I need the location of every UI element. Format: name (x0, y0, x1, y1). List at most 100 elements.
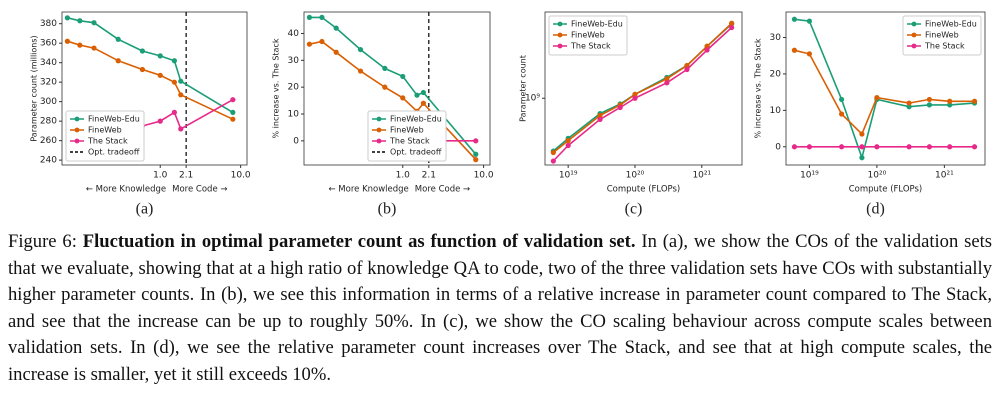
data-point (729, 24, 735, 31)
data-point (859, 155, 865, 161)
chart: 240 260 280 300 320 340 360 380 1.0 2.1 10.0 Parame… (30, 11, 251, 218)
data-point (906, 144, 912, 150)
legend-marker (376, 116, 382, 122)
legend: FineWeb-Edu FineWeb The Stack Opt. tradeoff (65, 110, 145, 162)
x-axis-label-right: More Code → (415, 185, 470, 195)
y-tick-label: 30 (288, 56, 300, 66)
series-line (794, 49, 975, 136)
data-point (77, 42, 83, 48)
data-point (400, 73, 406, 80)
y-tick-label: 380 (40, 19, 57, 29)
data-point (91, 45, 97, 51)
data-point (791, 144, 798, 150)
data-point (171, 79, 177, 85)
y-axis-label: % increase vs. The Stack (754, 38, 763, 138)
y-tick-label: 280 (40, 117, 57, 127)
legend: FineWeb-Edu FineWeb The Stack (548, 15, 628, 56)
data-point (230, 97, 236, 103)
caption-title: Fluctuation in optimal parameter count a… (82, 231, 636, 252)
legend-marker (911, 43, 917, 49)
x-axis-label-left: ← More Knowledge (328, 185, 408, 195)
x-tick-label: 10²⁰ (868, 171, 887, 181)
y-axis-label: % increase vs. The Stack (272, 38, 281, 138)
data-point (926, 96, 932, 103)
data-point (420, 89, 427, 96)
data-point (947, 144, 953, 150)
y-tick-label: 30 (770, 33, 782, 43)
data-point (874, 144, 880, 150)
x-tick-label: 10²¹ (935, 171, 954, 181)
figure-caption: Figure 6: Fluctuation in optimal paramet… (8, 229, 992, 388)
data-point (64, 15, 70, 21)
data-point (565, 138, 571, 144)
y-tick-label: 0 (293, 136, 299, 146)
plot-frame (61, 11, 248, 166)
legend-box (902, 15, 982, 56)
plot-frame (303, 11, 491, 166)
data-point (874, 95, 880, 101)
legend-label: FineWeb-Edu (88, 115, 140, 124)
legend-label: FineWeb-Edu (925, 20, 977, 29)
legend: FineWeb-Edu FineWeb The Stack Opt. tradeoff (367, 110, 447, 162)
chart: 0 10 20 30 40 1.0 2.1 10.0 % increase vs. The St… (272, 11, 494, 218)
legend-box (548, 15, 628, 56)
data-point (704, 47, 710, 53)
legend-marker (557, 43, 563, 49)
legend-label: Opt. tradeoff (390, 148, 442, 157)
data-point (91, 20, 97, 26)
data-point (806, 18, 813, 24)
data-point (319, 38, 325, 45)
subfigure-label: (b) (378, 201, 397, 218)
legend-label: FineWeb-Edu (571, 20, 623, 29)
subfigure-label: (c) (625, 201, 643, 218)
data-point (178, 78, 184, 84)
y-tick-label: 10 (288, 110, 300, 120)
data-point (791, 47, 798, 53)
subfigure-label: (d) (866, 201, 885, 218)
data-point (139, 48, 145, 54)
data-point (157, 118, 163, 124)
data-point (684, 62, 690, 69)
data-point (139, 66, 145, 73)
data-point (64, 38, 70, 44)
data-point (565, 142, 571, 149)
x-axis-label: Compute (FLOPs) (849, 185, 923, 195)
plot-frame (544, 11, 743, 166)
data-point (839, 144, 845, 150)
chart: 0 10 20 30 10¹⁹ 10²⁰ 10²¹ % increase vs. The St… (754, 11, 986, 218)
data-point (947, 98, 953, 104)
data-point (171, 109, 177, 115)
x-tick-label: 2.1 (179, 171, 193, 181)
legend-label: FineWeb (390, 126, 424, 135)
data-point (357, 68, 364, 74)
caption-text: In (a), we show the COs of the validatio… (8, 231, 992, 385)
caption-label: Figure 6: (8, 231, 77, 252)
data-point (473, 138, 479, 144)
x-axis-label: Compute (FLOPs) (607, 185, 681, 195)
y-tick-label: 10 (770, 106, 782, 116)
data-point (230, 109, 236, 115)
series-line (67, 17, 234, 114)
data-point (157, 53, 163, 59)
data-point (171, 58, 177, 64)
data-point (115, 36, 121, 42)
y-tick-label: 20 (770, 69, 782, 79)
chart: 10⁹ 10¹⁹ 10²⁰ 10²¹ Parameter count Compute (F… (519, 11, 743, 218)
legend-label: FineWeb (88, 126, 122, 135)
x-tick-label: 10¹⁹ (559, 171, 578, 181)
x-tick-label: 10.0 (474, 171, 494, 181)
legend-marker (557, 21, 563, 27)
y-tick-label: 320 (40, 78, 57, 88)
y-tick-label: 10⁹ (525, 94, 540, 104)
data-point (859, 131, 865, 137)
legend-marker (74, 127, 80, 133)
legend-marker (911, 32, 917, 38)
data-point (115, 58, 121, 64)
data-point (77, 18, 83, 24)
legend-marker (911, 21, 917, 27)
data-point (414, 92, 420, 98)
data-point (230, 116, 236, 122)
data-point (473, 157, 479, 163)
y-tick-label: 240 (40, 156, 57, 166)
data-point (839, 111, 845, 117)
